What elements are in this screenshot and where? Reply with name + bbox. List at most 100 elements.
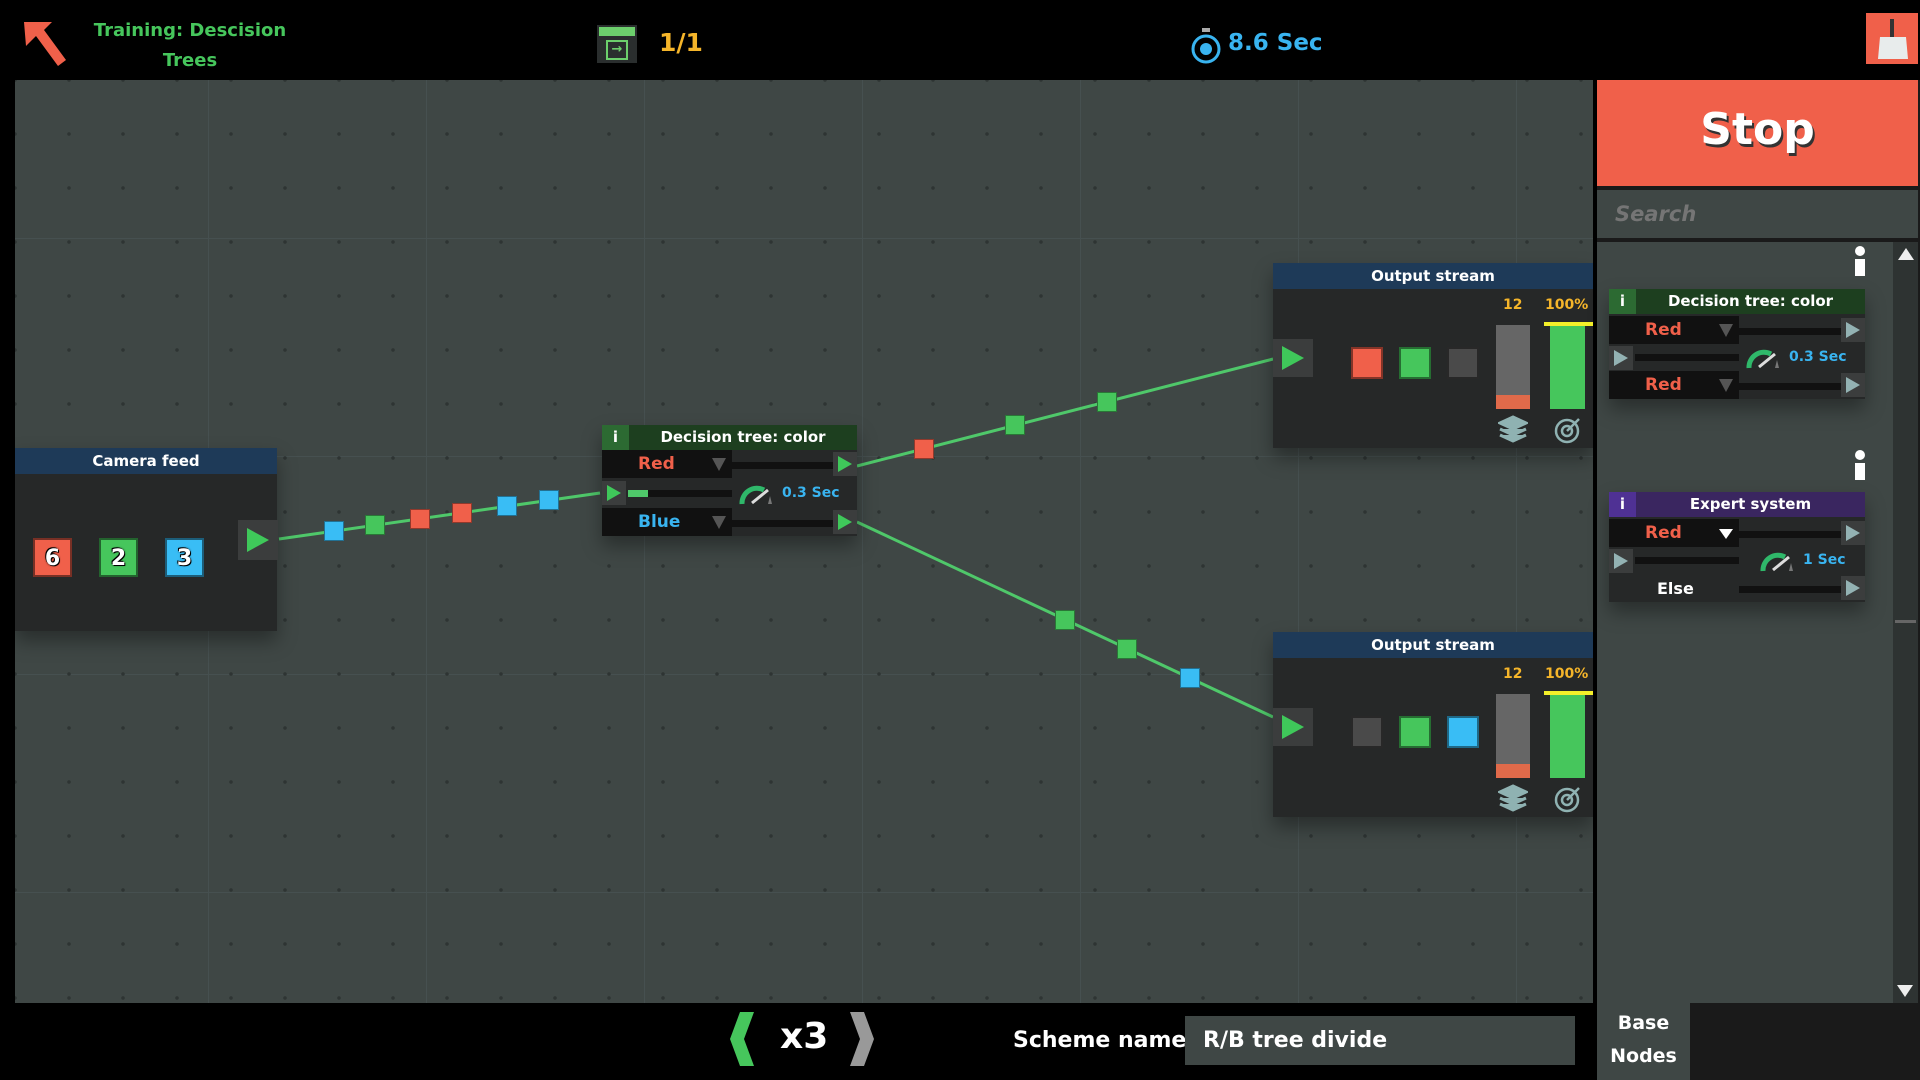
data-item-blue [538, 490, 559, 511]
play-icon [1614, 553, 1628, 569]
data-item-green [1117, 638, 1138, 659]
output-port[interactable] [1841, 373, 1865, 397]
node-title: Decision tree: color [1667, 292, 1834, 310]
scrollbar[interactable] [1893, 242, 1918, 1003]
dropdown-value: Red [1645, 320, 1682, 340]
data-item-blue [1179, 668, 1200, 688]
chevron-right-icon [850, 1012, 874, 1066]
slot-red [1351, 347, 1383, 379]
output-port[interactable] [238, 520, 278, 560]
data-item-green [1096, 391, 1117, 412]
count-label: 12 [1503, 297, 1523, 313]
info-button[interactable]: i [602, 425, 629, 450]
play-icon [607, 485, 621, 501]
output-port[interactable] [1841, 576, 1865, 600]
search-input[interactable] [1597, 190, 1918, 238]
condition-dropdown[interactable]: Red [602, 450, 732, 478]
chevron-down-icon [1719, 379, 1733, 392]
tab-label: Nodes [1610, 1045, 1677, 1067]
condition-dropdown[interactable]: Red [1609, 371, 1739, 399]
dropdown-value: Blue [638, 512, 681, 532]
count-label: 12 [1503, 666, 1523, 682]
layers-icon [1498, 784, 1528, 812]
condition-dropdown[interactable]: Red [1609, 519, 1739, 547]
play-icon [1846, 580, 1860, 596]
timer: 8.6 Sec [1228, 30, 1323, 56]
chevron-down-icon [712, 458, 726, 471]
dropdown-value: Red [1645, 523, 1682, 543]
slot-green [1399, 716, 1431, 748]
speed-down-button[interactable] [728, 1012, 754, 1066]
stop-button[interactable]: Stop [1597, 80, 1918, 186]
speed-label: 0.3 Sec [1789, 349, 1847, 365]
tab-label: Base [1617, 1012, 1670, 1034]
slot-blue [1447, 716, 1479, 748]
play-icon [247, 528, 269, 552]
info-button[interactable]: i [1609, 289, 1636, 314]
play-icon [1282, 715, 1304, 739]
input-port[interactable] [1609, 346, 1633, 370]
info-icon[interactable] [1855, 450, 1865, 480]
gauge-icon [1760, 552, 1793, 572]
scheme-name-input[interactable] [1185, 1016, 1575, 1065]
output-port[interactable] [1841, 521, 1865, 545]
layers-icon [1498, 415, 1528, 443]
output-port-true[interactable] [833, 452, 857, 476]
slot-green [1399, 347, 1431, 379]
condition-dropdown[interactable]: Blue [602, 508, 732, 536]
input-port[interactable] [1273, 708, 1313, 746]
title-line: Trees [162, 50, 218, 71]
slot-gray [1447, 347, 1479, 379]
scroll-thumb[interactable] [1895, 620, 1916, 623]
info-button[interactable]: i [1609, 492, 1636, 517]
scroll-down-icon[interactable] [1897, 985, 1913, 997]
output-port[interactable] [1841, 318, 1865, 342]
palette-node[interactable]: i Decision tree: color Red 0.3 Sec Red [1609, 289, 1865, 399]
input-port[interactable] [1273, 339, 1313, 377]
accuracy-bar [1550, 695, 1585, 778]
condition-dropdown[interactable]: Red [1609, 316, 1739, 344]
count-red: 6 [33, 538, 72, 577]
accuracy-target-line [1544, 691, 1593, 695]
back-arrow-icon [24, 22, 66, 66]
data-item-blue [496, 496, 517, 517]
data-item-blue [323, 521, 344, 542]
output-stream-node[interactable]: Output stream 12 100% [1273, 263, 1593, 448]
chevron-down-icon [1719, 529, 1733, 539]
play-icon [1846, 377, 1860, 393]
speed-label: 1 Sec [1803, 552, 1846, 568]
dropdown-value: Red [1645, 375, 1682, 395]
base-nodes-tab[interactable]: Base Nodes [1597, 1003, 1690, 1080]
data-item-green [1055, 609, 1075, 630]
dropdown-value: Red [638, 454, 675, 474]
output-port-false[interactable] [833, 510, 857, 534]
data-item-green [1005, 415, 1026, 436]
play-icon [1846, 525, 1860, 541]
clear-button[interactable] [1866, 13, 1918, 64]
palette-node[interactable]: i Expert system Red 1 Sec Else [1609, 492, 1865, 602]
input-port[interactable] [1609, 549, 1633, 573]
back-button[interactable] [22, 20, 68, 66]
info-icon[interactable] [1855, 246, 1865, 276]
level-counter: 1/1 [659, 28, 703, 57]
data-item-red [410, 508, 431, 529]
output-stream-node[interactable]: Output stream 12 100% [1273, 632, 1593, 817]
chevron-down-icon [712, 516, 726, 529]
play-icon [1614, 350, 1628, 366]
percent-label: 100% [1545, 666, 1589, 682]
queue-bar [1496, 325, 1530, 409]
node-title: Expert system [1689, 495, 1812, 513]
decision-tree-node[interactable]: i Decision tree: color Red 0.3 Sec Blue [602, 425, 857, 536]
level-icon: → [597, 25, 637, 63]
percent-label: 100% [1545, 297, 1589, 313]
scroll-up-icon[interactable] [1897, 248, 1914, 260]
input-port[interactable] [602, 481, 626, 505]
node-title: Output stream [1273, 632, 1593, 658]
accuracy-bar [1550, 326, 1585, 409]
broom-icon [1878, 19, 1908, 59]
speed-up-button[interactable] [850, 1012, 876, 1066]
accuracy-target-line [1544, 322, 1593, 326]
play-icon [1846, 322, 1860, 338]
node-canvas[interactable] [15, 80, 1593, 1003]
